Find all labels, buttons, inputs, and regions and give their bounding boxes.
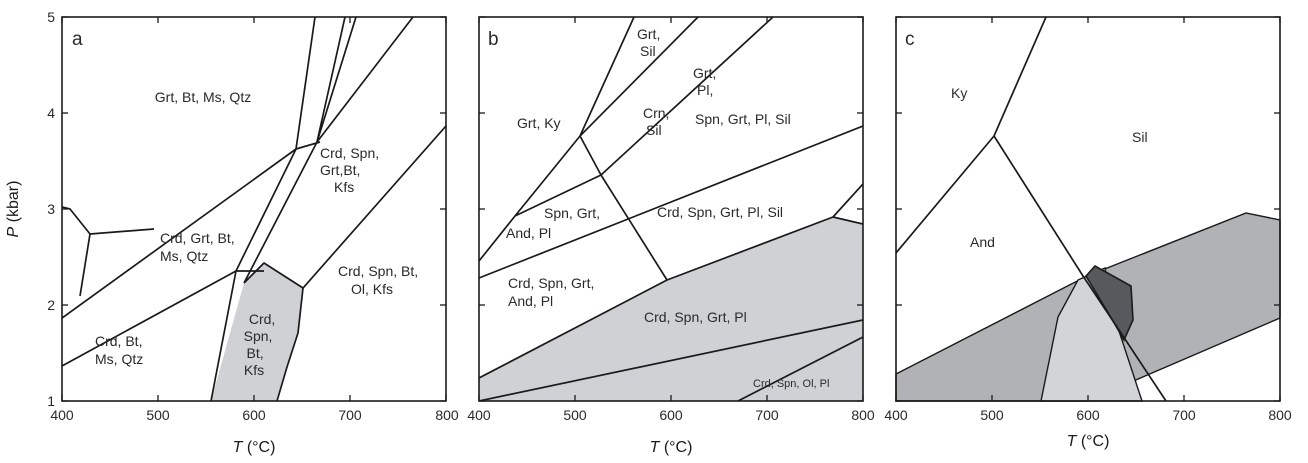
field-label-crd-spn-grt-pl-sil: Crd, Spn, Grt, Pl, Sil xyxy=(657,204,783,220)
y-tick-label: 3 xyxy=(47,201,55,217)
x-tick-label: 800 xyxy=(1268,407,1292,423)
field-label-and-pl: And, Pl xyxy=(506,225,551,241)
field-label-spn-grt-pl-sil: Spn, Grt, Pl, Sil xyxy=(695,111,791,127)
boundary-line xyxy=(993,135,1167,401)
boundary-line xyxy=(579,135,668,281)
boundary-line xyxy=(316,17,414,143)
field-label-crd-spn-ol-pl: Crd, Spn, Ol, Pl xyxy=(753,378,829,390)
boundary-line xyxy=(210,17,316,401)
x-tick-label: 600 xyxy=(242,407,266,423)
boundary-line xyxy=(737,336,863,401)
panel-b: b Grt, Sil Grt, Pl, Crn, Sil Grt, Ky Spn… xyxy=(478,16,864,402)
y-tick-label: 2 xyxy=(47,297,55,313)
field-label-ky: Ky xyxy=(951,85,967,101)
x-tick-label: 400 xyxy=(50,407,74,423)
boundary-line xyxy=(302,125,446,289)
field-label-crd-spn-bt-ol-kfs: Crd, Spn, Bt, Ol, Kfs xyxy=(338,263,422,297)
panel-tag-c: c xyxy=(905,29,915,50)
field-label-sil: Sil xyxy=(1132,129,1148,145)
field-label-crd-spn-grt-bt-kfs: Crd, Spn, Grt,Bt, Kfs xyxy=(320,145,383,195)
field-label-crd-bt-ms-qtz: Crd, Bt, Ms, Qtz xyxy=(95,333,146,367)
boundary-line xyxy=(479,125,863,279)
x-tick-label: 500 xyxy=(980,407,1004,423)
shaded-field-crd-spn-bt-kfs xyxy=(211,263,303,401)
panel-tag-b: b xyxy=(488,29,499,50)
y-tick-label: 4 xyxy=(47,105,55,121)
x-tick-label: 400 xyxy=(884,407,908,423)
boundary-line xyxy=(479,17,635,262)
x-axis-title-b: T (°C) xyxy=(650,439,693,456)
field-label-grt-ky: Grt, Ky xyxy=(517,115,561,131)
boundary-line xyxy=(316,17,346,143)
x-tick-label: 700 xyxy=(1172,407,1196,423)
x-tick-label: 500 xyxy=(563,407,587,423)
axis-ticks: 400 500 600 700 800 1 2 3 4 5 400 500 600 700 800 400 50… xyxy=(47,9,1292,423)
panel-tag-a: a xyxy=(72,29,83,50)
boundary-line xyxy=(479,216,863,379)
field-label-crd-spn-bt-kfs: Crd, Spn, Bt, Kfs xyxy=(244,311,280,378)
y-tick-label: 1 xyxy=(47,393,55,409)
field-label-and: And xyxy=(970,234,995,250)
field-label-crd-spn-grt-and-pl: Crd, Spn, Grt, And, Pl xyxy=(508,275,598,309)
y-axis-title: P (kbar) xyxy=(5,181,22,238)
field-label-spn-grt: Spn, Grt, xyxy=(544,205,600,221)
x-tick-label: 700 xyxy=(338,407,362,423)
y-tick-label: 5 xyxy=(47,9,55,25)
boundary-line xyxy=(62,206,91,297)
boundary-line xyxy=(243,262,304,401)
field-label-crd-spn-grt-pl: Crd, Spn, Grt, Pl xyxy=(644,309,747,325)
boundary-line xyxy=(579,17,699,137)
field-label-crn-sil: Crn, Sil xyxy=(643,105,673,138)
boundary-line xyxy=(479,319,863,401)
panel-a: a Grt, Bt, Ms, Qtz Crd, Spn, Grt,Bt, Kfs… xyxy=(61,16,447,402)
x-tick-label: 400 xyxy=(467,407,491,423)
boundary-line xyxy=(89,228,155,235)
shaded-field-crd-spn-grt-pl xyxy=(479,217,863,401)
x-axis-title-c: T (°C) xyxy=(1067,433,1110,450)
x-tick-label: 800 xyxy=(851,407,875,423)
field-label-grt-bt-ms-qtz: Grt, Bt, Ms, Qtz xyxy=(155,89,251,105)
panel-c: c Ky Sil And xyxy=(895,16,1281,402)
x-tick-label: 500 xyxy=(146,407,170,423)
boundary-line xyxy=(896,17,1047,254)
field-label-grt-sil: Grt, Sil xyxy=(637,26,664,59)
x-tick-label: 800 xyxy=(435,407,459,423)
boundary-line xyxy=(832,183,863,218)
x-axis-title-a: T (°C) xyxy=(233,439,276,456)
x-tick-label: 700 xyxy=(755,407,779,423)
field-label-grt-pl: Grt, Pl, xyxy=(693,65,720,98)
x-tick-label: 600 xyxy=(659,407,683,423)
x-tick-label: 600 xyxy=(1076,407,1100,423)
field-label-crd-grt-bt-ms-qtz: Crd, Grt, Bt, Ms, Qtz xyxy=(160,230,239,264)
